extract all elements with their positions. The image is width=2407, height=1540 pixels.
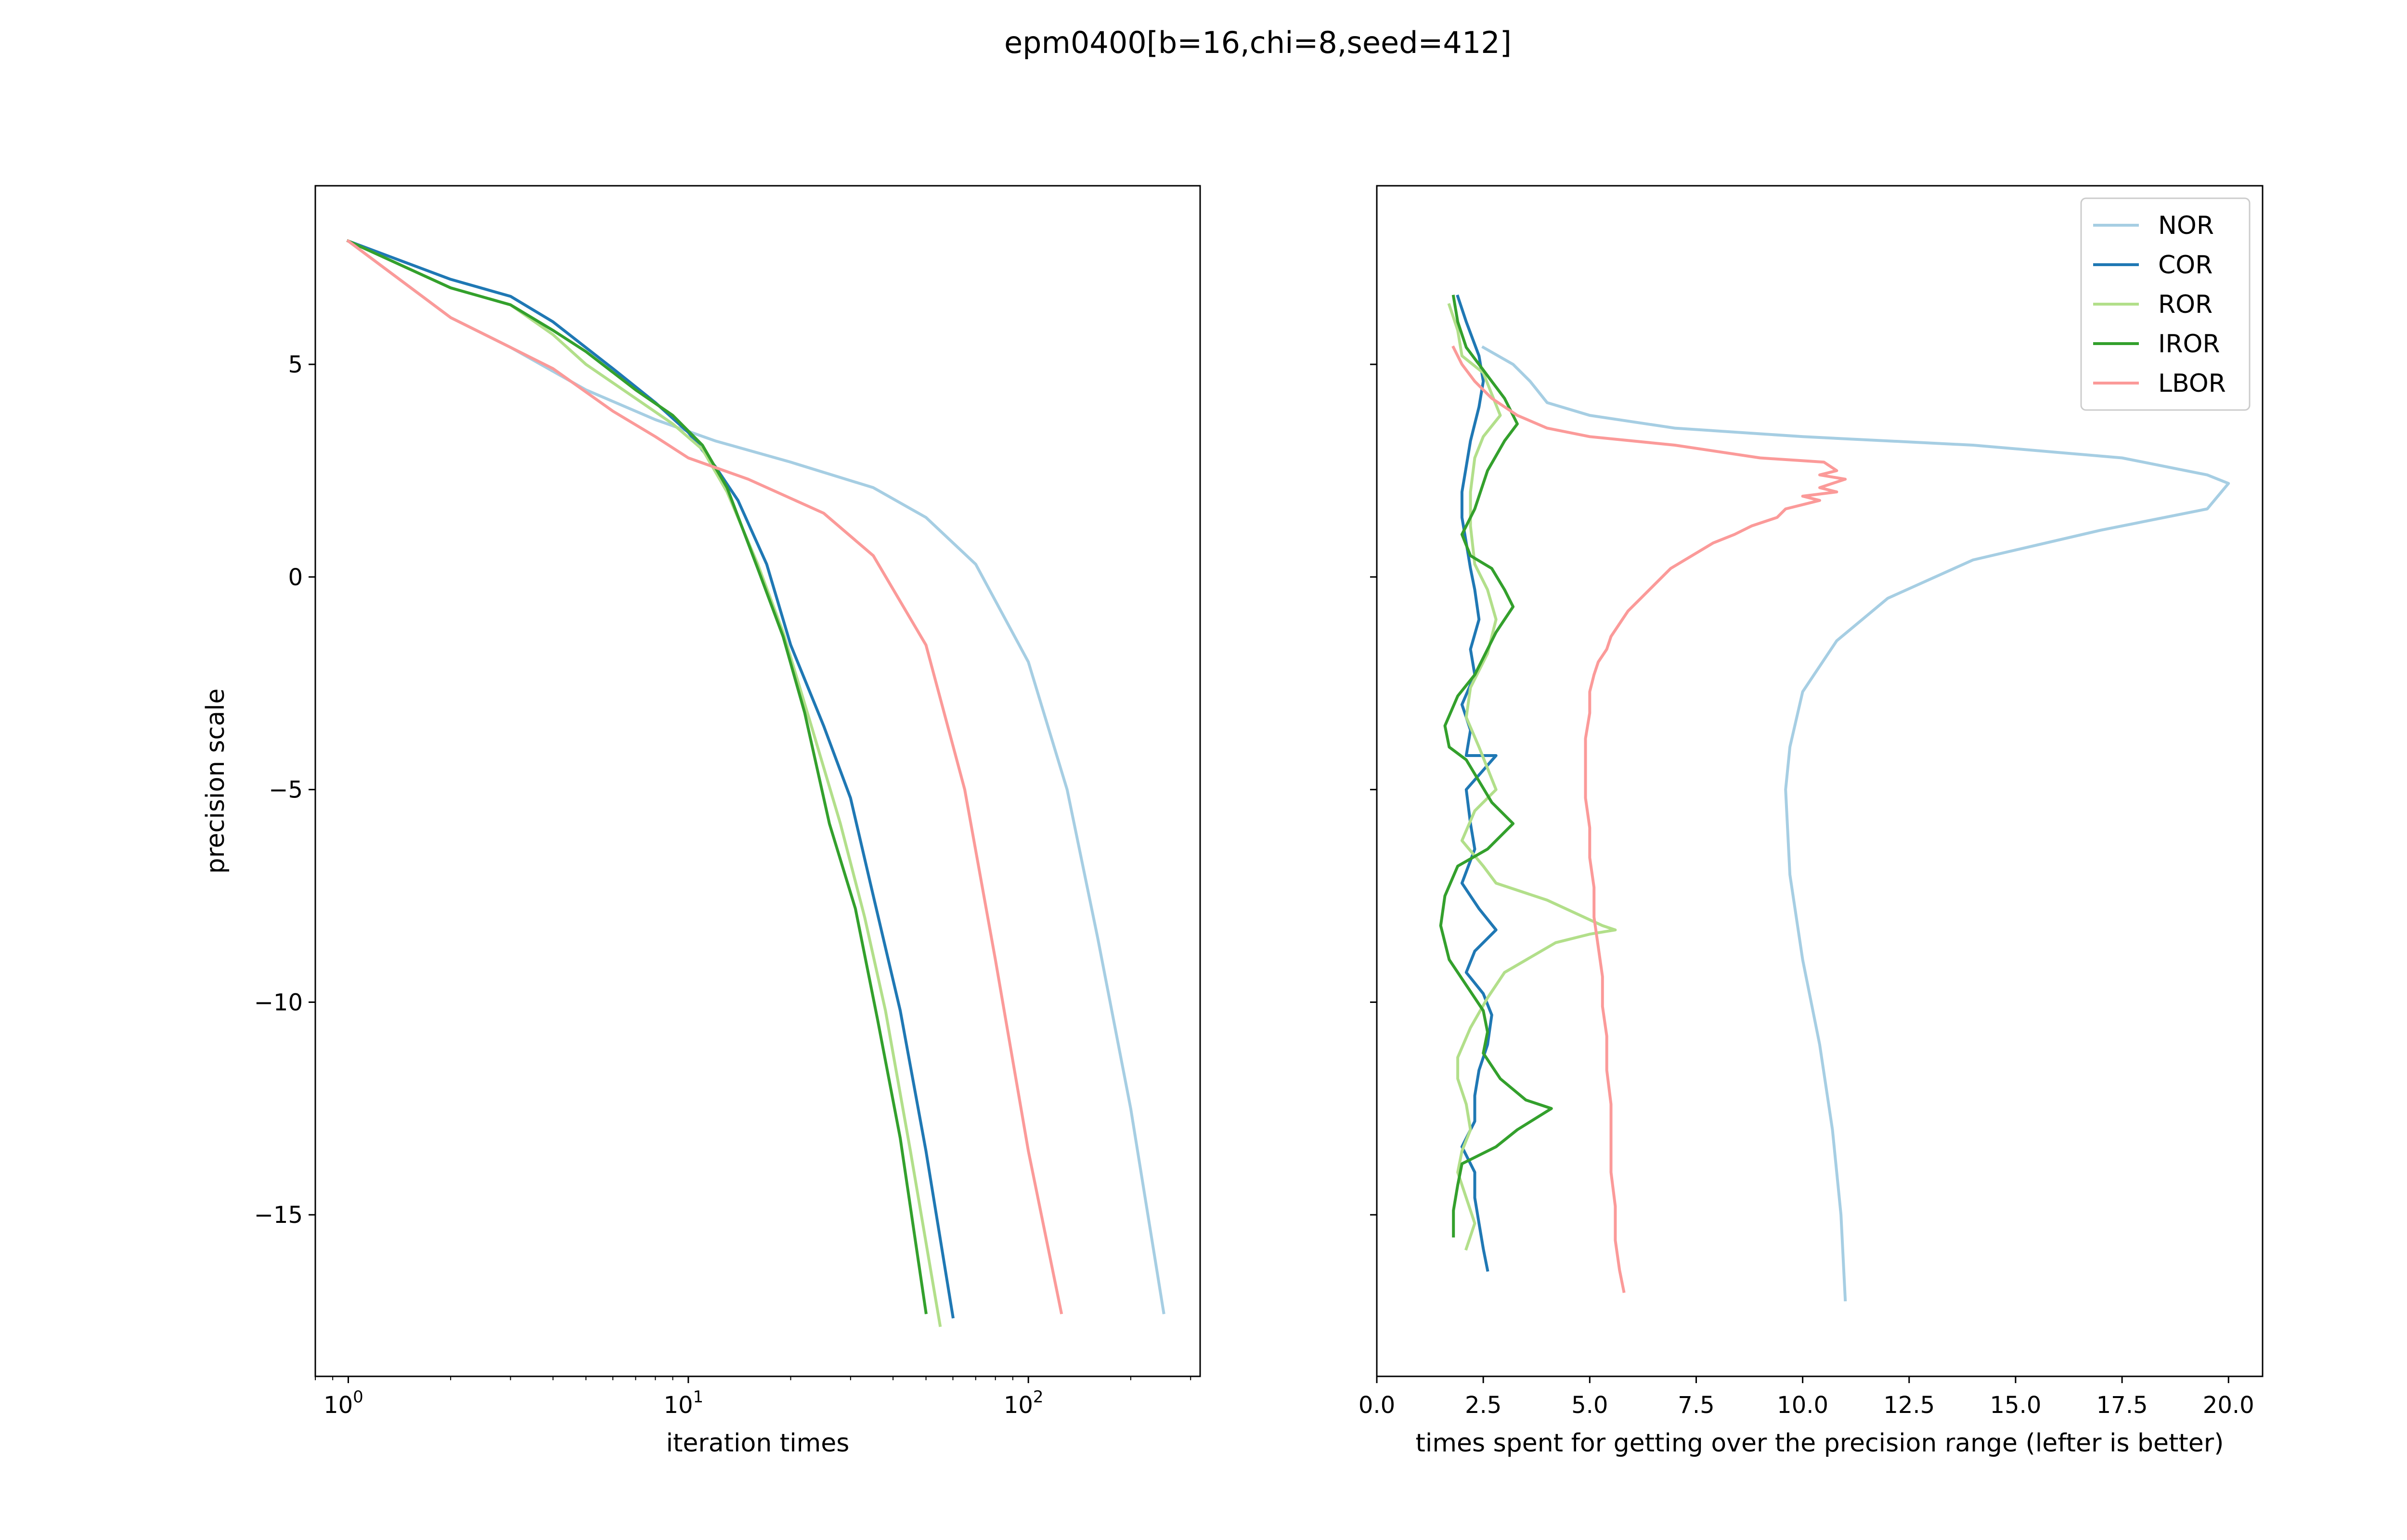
series-line-ror — [1447, 303, 1617, 1251]
y-axis-label: precision scale — [201, 688, 230, 873]
x-axis-label: times spent for getting over the precisi… — [1416, 1429, 2224, 1458]
x-tick-exponent: 2 — [1033, 1387, 1044, 1407]
series-line-iror — [346, 239, 928, 1314]
y-tick-label: 0 — [288, 564, 303, 591]
x-tick-label: 20.0 — [2203, 1392, 2254, 1419]
legend-label-nor: NOR — [2158, 211, 2214, 240]
x-tick-label: 5.0 — [1571, 1392, 1608, 1419]
series-line-ror — [346, 239, 942, 1327]
x-tick-label: 2.5 — [1465, 1392, 1501, 1419]
x-tick-label: 101 — [663, 1387, 703, 1419]
series-line-lbor — [1451, 345, 1847, 1293]
legend-label-iror: IROR — [2158, 330, 2220, 359]
x-tick-label: 102 — [1004, 1387, 1044, 1419]
x-tick-exponent: 1 — [693, 1387, 704, 1407]
series-group — [1439, 294, 2230, 1302]
x-tick-label: 0.0 — [1359, 1392, 1395, 1419]
x-tick-label: 10.0 — [1777, 1392, 1828, 1419]
x-tick-label: 100 — [324, 1387, 363, 1419]
legend-label-cor: COR — [2158, 251, 2213, 280]
series-line-iror — [1439, 295, 1553, 1238]
x-tick-label: 17.5 — [2096, 1392, 2148, 1419]
right-plot: 0.0 2.5 5.0 7.5 10.0 12.5 15.0 17.5 20.0 times sp… — [1359, 185, 2264, 1458]
legend: NOR COR ROR IROR LBOR — [2080, 197, 2251, 411]
y-tick-label: −15 — [254, 1202, 303, 1229]
x-tick-exponent: 0 — [353, 1387, 363, 1407]
figure-title: epm0400[b=16,chi=8,seed=412] — [1004, 25, 1512, 60]
legend-label-ror: ROR — [2158, 290, 2213, 319]
y-tick-label: 5 — [288, 351, 303, 378]
legend-box — [2080, 197, 2251, 411]
series-line-cor — [346, 239, 955, 1319]
legend-label-lbor: LBOR — [2158, 369, 2226, 398]
x-tick-label: 12.5 — [1883, 1392, 1935, 1419]
plot-frame — [314, 185, 1201, 1377]
y-tick-label: −10 — [254, 989, 303, 1016]
x-axis-label: iteration times — [666, 1429, 850, 1458]
series-line-nor — [1481, 345, 2230, 1302]
plot-frame — [1376, 185, 2264, 1377]
x-tick-label: 15.0 — [1990, 1392, 2041, 1419]
series-line-cor — [1456, 294, 1498, 1272]
series-line-lbor — [346, 239, 1063, 1315]
y-tick-label: −5 — [269, 777, 303, 804]
x-tick-label: 7.5 — [1678, 1392, 1714, 1419]
series-group — [346, 239, 1165, 1327]
